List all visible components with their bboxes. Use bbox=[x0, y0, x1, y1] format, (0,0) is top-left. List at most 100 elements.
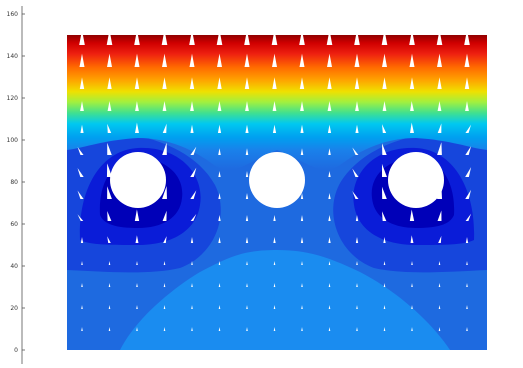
velocity-arrow bbox=[300, 100, 304, 111]
velocity-arrow bbox=[383, 305, 386, 309]
velocity-arrow bbox=[327, 124, 332, 133]
velocity-arrow bbox=[382, 53, 387, 67]
velocity-arrow bbox=[163, 305, 166, 309]
velocity-arrow bbox=[273, 283, 276, 287]
velocity-arrow bbox=[272, 77, 277, 89]
velocity-arrow bbox=[411, 327, 413, 331]
velocity-arrow bbox=[409, 35, 415, 45]
velocity-arrow bbox=[410, 122, 414, 133]
velocity-arrow bbox=[136, 261, 138, 265]
velocity-arrow bbox=[437, 100, 442, 111]
velocity-arrow bbox=[246, 261, 248, 265]
velocity-arrow bbox=[134, 77, 140, 89]
velocity-arrow bbox=[301, 283, 303, 287]
velocity-arrow bbox=[245, 215, 249, 221]
velocity-arrow bbox=[466, 327, 468, 331]
velocity-arrow bbox=[465, 124, 472, 133]
velocity-arrow bbox=[382, 100, 387, 111]
velocity-arrow bbox=[437, 142, 442, 155]
velocity-arrow bbox=[352, 147, 359, 155]
velocity-arrow bbox=[246, 283, 248, 287]
velocity-arrow bbox=[437, 210, 442, 221]
velocity-arrow bbox=[272, 100, 277, 111]
velocity-arrow bbox=[436, 35, 443, 45]
velocity-arrow bbox=[356, 305, 358, 309]
velocity-arrow bbox=[108, 283, 111, 287]
velocity-arrow bbox=[190, 190, 197, 199]
velocity-arrow bbox=[438, 327, 441, 331]
contour-top-bands bbox=[67, 35, 487, 170]
velocity-arrow bbox=[135, 122, 139, 133]
field-area bbox=[67, 35, 487, 350]
velocity-arrow bbox=[355, 237, 359, 243]
velocity-arrow bbox=[300, 148, 304, 155]
velocity-arrow bbox=[107, 186, 112, 199]
velocity-arrow bbox=[79, 35, 85, 45]
y-tick-label: 80 bbox=[10, 179, 18, 186]
velocity-arrow bbox=[328, 171, 331, 177]
velocity-arrow bbox=[381, 211, 387, 221]
velocity-arrow bbox=[218, 215, 221, 221]
velocity-arrow bbox=[300, 124, 304, 133]
velocity-arrow bbox=[272, 53, 277, 67]
velocity-arrow bbox=[465, 100, 469, 111]
velocity-arrow bbox=[354, 77, 360, 89]
velocity-arrow bbox=[437, 77, 442, 89]
velocity-arrow bbox=[327, 53, 332, 67]
velocity-arrow bbox=[245, 148, 249, 155]
velocity-arrow bbox=[354, 35, 360, 45]
velocity-arrow bbox=[81, 283, 83, 287]
y-tick-label: 120 bbox=[7, 95, 19, 102]
velocity-arrow bbox=[464, 77, 470, 89]
velocity-arrow bbox=[328, 215, 331, 221]
velocity-arrow bbox=[79, 77, 85, 89]
velocity-arrow bbox=[383, 327, 386, 331]
velocity-arrow bbox=[410, 235, 414, 243]
velocity-arrow bbox=[77, 168, 84, 177]
velocity-arrow bbox=[465, 189, 472, 199]
velocity-arrow bbox=[162, 100, 167, 111]
velocity-arrow bbox=[218, 148, 221, 155]
velocity-arrow bbox=[437, 53, 442, 67]
velocity-arrow bbox=[271, 35, 278, 45]
velocity-arrow bbox=[300, 215, 304, 221]
velocity-arrow bbox=[161, 35, 168, 45]
y-tick-label: 140 bbox=[7, 53, 19, 60]
velocity-arrow bbox=[273, 237, 276, 243]
velocity-arrow bbox=[383, 261, 386, 265]
velocity-arrow bbox=[273, 327, 276, 331]
velocity-arrow bbox=[466, 261, 468, 265]
velocity-arrow bbox=[356, 283, 358, 287]
velocity-arrow bbox=[81, 327, 83, 331]
velocity-arrow bbox=[411, 261, 413, 265]
velocity-arrow bbox=[437, 123, 442, 133]
velocity-arrow bbox=[162, 53, 167, 67]
velocity-arrow bbox=[299, 53, 305, 67]
velocity-arrow bbox=[438, 283, 441, 287]
velocity-arrow bbox=[246, 305, 248, 309]
velocity-arrow bbox=[217, 77, 222, 89]
velocity-arrow bbox=[328, 327, 331, 331]
velocity-arrow bbox=[245, 237, 249, 243]
velocity-arrow bbox=[273, 261, 276, 265]
velocity-arrow bbox=[465, 237, 469, 243]
velocity-arrow bbox=[190, 146, 197, 155]
velocity-arrow bbox=[410, 100, 414, 111]
velocity-arrow bbox=[107, 100, 112, 111]
velocity-arrow bbox=[244, 77, 250, 89]
velocity-arrow bbox=[381, 143, 387, 155]
right-hole bbox=[388, 152, 444, 208]
velocity-arrow bbox=[355, 124, 359, 133]
velocity-arrow bbox=[162, 210, 167, 221]
velocity-arrow bbox=[411, 283, 413, 287]
velocity-arrow bbox=[356, 261, 358, 265]
velocity-arrow bbox=[438, 235, 442, 243]
velocity-arrow bbox=[217, 124, 222, 133]
velocity-arrow bbox=[77, 190, 84, 199]
velocity-arrow bbox=[245, 171, 249, 177]
velocity-arrow bbox=[191, 283, 193, 287]
velocity-arrow bbox=[273, 215, 276, 221]
velocity-arrow bbox=[465, 213, 472, 221]
velocity-arrow bbox=[107, 77, 112, 89]
velocity-arrow bbox=[108, 327, 111, 331]
